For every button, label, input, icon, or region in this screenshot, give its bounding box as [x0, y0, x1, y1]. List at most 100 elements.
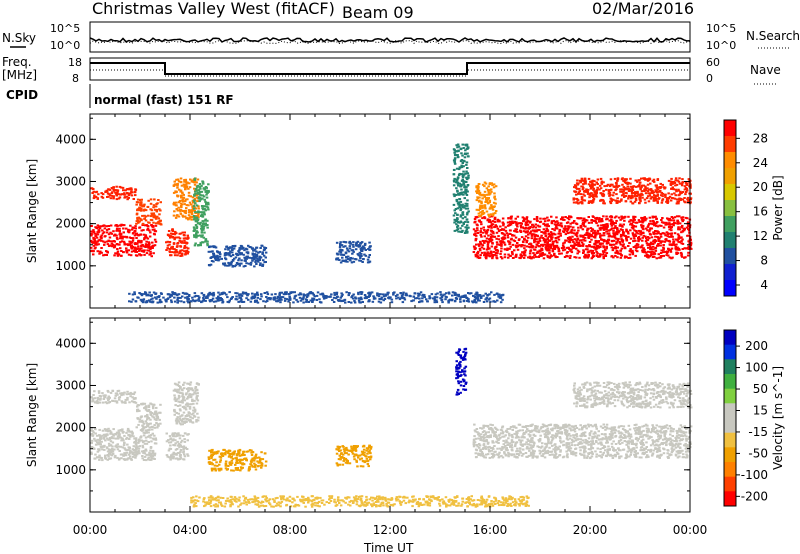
echo-region: [475, 181, 498, 218]
nsky-label: N.Sky: [2, 31, 36, 45]
nave-tick-right-bottom: 0: [706, 72, 713, 85]
colorbar-segment: [724, 248, 736, 265]
panel-frame: [89, 317, 691, 513]
noise-panel-frame: [89, 21, 691, 53]
colorbar-segment: [724, 264, 736, 281]
colorbar-label: Power [dB]: [771, 175, 785, 240]
colorbar-tick-label: 4: [760, 278, 768, 292]
colorbar-segment: [724, 120, 736, 137]
noise-series: [89, 37, 691, 45]
y-tick-label: 4000: [55, 336, 86, 350]
nave-tick-right-top: 60: [706, 56, 720, 69]
colorbar-tick-label: -15: [748, 425, 768, 439]
y-tick-label: 1000: [55, 463, 86, 477]
colorbar-segment: [724, 462, 736, 478]
frequency-series: [90, 62, 690, 75]
nsearch-label: N.Search: [746, 29, 800, 43]
y-tick-label: 2000: [55, 421, 86, 435]
echo-region: [472, 215, 693, 260]
echo-region: [128, 291, 505, 304]
y-axis-label: Slant Range [km]: [25, 363, 39, 467]
colorbar-tick-label: 200: [745, 339, 768, 353]
noise-tick-right-bottom: 10^0: [706, 39, 736, 52]
colorbar-segment: [724, 476, 736, 492]
colorbar-tick-label: 100: [745, 361, 768, 375]
colorbar-segment: [724, 152, 736, 169]
echo-region: [165, 228, 190, 257]
colorbar-segment: [724, 200, 736, 217]
colorbar-segment: [724, 447, 736, 463]
colorbar: 200 100 50 15 -15 -50 -100 -200 Velocity [m s^-1…: [723, 329, 785, 507]
colorbar-segment: [724, 136, 736, 153]
echo-region: [335, 240, 372, 264]
beam-label: Beam 09: [342, 3, 414, 22]
y-tick-label: 1000: [55, 259, 86, 273]
noise-tick-left-top: 10^5: [50, 22, 80, 35]
colorbar-segment: [724, 280, 736, 297]
radar-title: Christmas Valley West (fitACF): [92, 0, 335, 18]
freq-tick-left-bottom: 8: [72, 72, 79, 85]
date-label: 02/Mar/2016: [592, 0, 694, 18]
echo-region: [335, 444, 373, 468]
nsearch-series: [89, 39, 691, 45]
x-tick-label: 00:00: [673, 523, 708, 537]
echo-region: [90, 223, 158, 258]
echo-region: [90, 389, 138, 405]
echo-region: [455, 347, 468, 396]
nave-label: Nave: [750, 63, 781, 77]
colorbar-segment: [724, 330, 736, 346]
x-tick-label: 12:00: [373, 523, 408, 537]
power-panel: 1000 2000 3000 4000 Slant Range [km] 28 24 20 16…: [25, 113, 785, 309]
colorbar-segment: [724, 359, 736, 375]
x-tick-label: 04:00: [173, 523, 208, 537]
y-tick-label: 3000: [55, 378, 86, 392]
x-tick-label: 16:00: [473, 523, 508, 537]
colorbar-segment: [724, 374, 736, 390]
echo-region: [207, 244, 268, 268]
velocity-panel: 1000 2000 3000 4000 Slant Range [km] 200 100 50…: [25, 317, 785, 537]
y-axis-label: Slant Range [km]: [25, 159, 39, 263]
echo-region: [90, 185, 138, 201]
x-tick-label: 20:00: [573, 523, 608, 537]
colorbar-segment: [724, 432, 736, 448]
noise-tick-left-bottom: 10^0: [50, 39, 80, 52]
cpid-value: normal (fast) 151 RF: [94, 93, 234, 107]
colorbar-tick-label: 50: [753, 382, 768, 396]
echo-region: [572, 177, 693, 205]
y-tick-label: 4000: [55, 132, 86, 146]
y-tick-label: 3000: [55, 174, 86, 188]
colorbar-tick-label: 16: [753, 205, 768, 219]
cpid-label: CPID: [6, 88, 38, 102]
noise-tick-right-top: 10^5: [706, 22, 736, 35]
freq-panel-frame: [89, 57, 691, 81]
echo-region: [135, 402, 162, 430]
colorbar-tick-label: 28: [753, 131, 768, 145]
x-axis-label: Time UT: [363, 541, 414, 554]
colorbar-tick-label: -200: [741, 489, 768, 503]
echo-region: [572, 381, 693, 409]
colorbar: 28 24 20 16 12 8 4 Power [dB]: [723, 119, 785, 297]
colorbar-segment: [724, 232, 736, 249]
nave-series: [90, 69, 690, 77]
freq-label-line1: Freq.: [2, 55, 32, 69]
colorbar-segment: [724, 184, 736, 201]
colorbar-segment: [724, 418, 736, 434]
echo-region: [135, 198, 163, 226]
echo-region: [192, 177, 210, 247]
colorbar-tick-label: 24: [753, 156, 768, 170]
echo-region: [472, 423, 693, 460]
freq-tick-left-top: 18: [68, 56, 82, 69]
freq-label-line2: [MHz]: [2, 68, 37, 82]
colorbar-tick-label: -50: [748, 446, 768, 460]
x-tick-label: 08:00: [273, 523, 308, 537]
x-tick-label: 00:00: [73, 523, 108, 537]
echo-region: [172, 381, 200, 426]
colorbar-tick-label: 12: [753, 229, 768, 243]
colorbar-tick-label: 20: [753, 180, 768, 194]
echo-region: [190, 495, 530, 508]
colorbar-label: Velocity [m s^-1]: [771, 366, 785, 470]
echo-region: [207, 448, 268, 472]
colorbar-tick-label: 15: [753, 403, 768, 417]
echo-region: [165, 432, 190, 461]
